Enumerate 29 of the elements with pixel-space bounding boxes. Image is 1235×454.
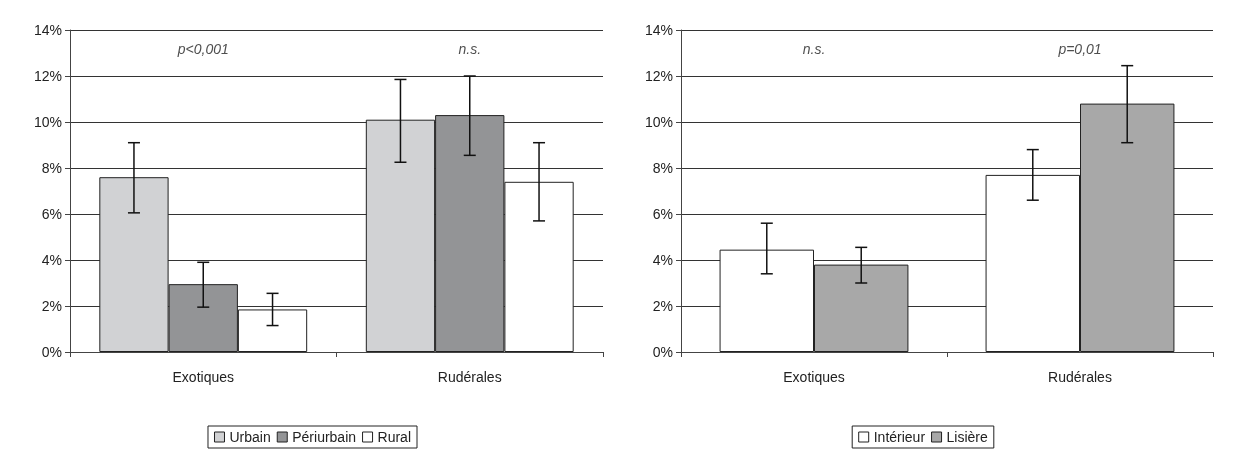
annotation: p=0,01 — [1057, 41, 1102, 57]
y-tick-label: 8% — [41, 160, 62, 176]
annotation: n.s. — [458, 41, 482, 57]
y-tick-label: 6% — [652, 206, 673, 222]
legend-label: Urbain — [229, 429, 271, 445]
x-tick-label: Exotiques — [783, 369, 845, 385]
y-tick-label: 0% — [41, 344, 62, 360]
legend-label: Rural — [377, 429, 412, 445]
y-tick-label: 10% — [33, 114, 62, 130]
y-tick-label: 14% — [644, 22, 673, 38]
annotation: n.s. — [802, 41, 826, 57]
y-tick-label: 14% — [33, 22, 62, 38]
legend-label: Lisière — [946, 429, 989, 445]
x-tick-label: Rudérales — [437, 369, 502, 385]
y-tick-label: 0% — [652, 344, 673, 360]
annotation: p<0,001 — [176, 41, 229, 57]
y-tick-label: 2% — [652, 298, 673, 314]
legend-label: Intérieur — [873, 429, 926, 445]
y-tick-label: 10% — [644, 114, 673, 130]
y-tick-label: 4% — [652, 252, 673, 268]
y-tick-label: 12% — [644, 68, 673, 84]
x-tick-label: Rudérales — [1048, 369, 1112, 385]
y-tick-label: 12% — [33, 68, 62, 84]
y-tick-label: 8% — [652, 160, 673, 176]
x-tick-label: Exotiques — [172, 369, 234, 385]
y-tick-label: 6% — [41, 206, 62, 222]
y-tick-label: 4% — [41, 252, 62, 268]
legend-label: Périurbain — [292, 429, 357, 445]
y-tick-label: 2% — [41, 298, 62, 314]
